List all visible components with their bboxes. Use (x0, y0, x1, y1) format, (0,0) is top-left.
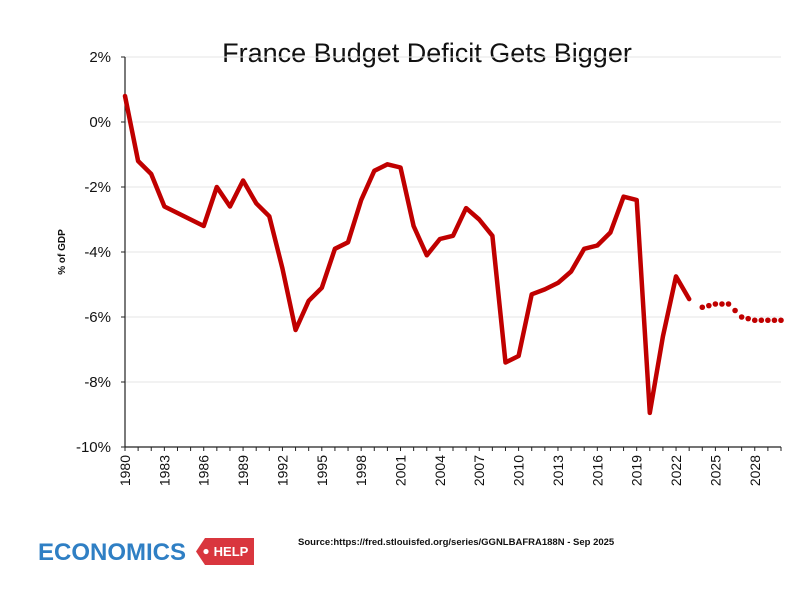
x-tick-label: 1986 (196, 455, 212, 486)
forecast-point (725, 301, 732, 307)
y-tick-label: 0% (89, 114, 111, 131)
y-axis-ticks: 2% 0% -2% -4% -6% -8% -10% (76, 49, 125, 456)
data-series (122, 93, 784, 416)
y-tick-label: -4% (84, 244, 111, 261)
x-tick-label: 1998 (353, 455, 369, 486)
economics-help-logo[interactable]: ECONOMICS HELP (38, 538, 254, 566)
forecast-point (771, 317, 778, 324)
logo-tag-shape (196, 538, 254, 565)
forecast-point (745, 315, 751, 322)
x-tick-label: 2007 (471, 455, 487, 486)
x-tick-label: 1989 (235, 455, 251, 486)
forecast-point (732, 307, 738, 314)
x-tick-label: 2028 (747, 455, 763, 486)
x-tick-label: 2019 (629, 455, 645, 486)
forecast-point (699, 304, 706, 311)
y-tick-label: -10% (76, 439, 111, 456)
y-tick-label: -2% (84, 179, 111, 196)
forecast-point (778, 317, 784, 324)
forecast-series (699, 301, 784, 324)
logo-help-tag: HELP (196, 538, 254, 565)
x-tick-label: 2013 (550, 455, 566, 486)
chart-title: France Budget Deficit Gets Bigger (222, 38, 632, 68)
forecast-point (719, 301, 725, 307)
logo-economics-word: ECONOMICS (38, 539, 186, 566)
x-tick-label: 2022 (668, 455, 684, 486)
forecast-point (712, 301, 719, 307)
forecast-point (738, 314, 745, 320)
x-tick-label: 2025 (707, 455, 723, 486)
logo-tag-hole-icon (203, 548, 209, 555)
x-axis-ticks: 1980 1983 1986 1989 1992 1995 1998 2001 2004 2007… (117, 447, 782, 486)
gridlines (125, 56, 781, 383)
forecast-point (706, 302, 712, 309)
forecast-point (751, 317, 758, 324)
y-tick-label: -8% (84, 374, 111, 391)
y-tick-label: 2% (89, 49, 111, 66)
x-tick-label: 1992 (274, 455, 290, 486)
forecast-point (765, 317, 771, 324)
x-tick-label: 1995 (314, 455, 330, 486)
x-tick-label: 2004 (432, 455, 448, 486)
forecast-point (758, 317, 765, 324)
x-tick-label: 2016 (589, 455, 605, 486)
deficit-line (122, 93, 692, 416)
source-note: Source:https://fred.stlouisfed.org/serie… (298, 537, 615, 548)
x-tick-label: 1983 (156, 455, 172, 486)
x-tick-label: 2001 (393, 455, 409, 486)
logo-help-word: HELP (214, 544, 249, 559)
y-axis-label: % of GDP (57, 229, 68, 275)
x-tick-label: 2010 (511, 455, 527, 486)
x-tick-label: 1980 (117, 455, 133, 486)
y-tick-label: -6% (84, 309, 111, 326)
